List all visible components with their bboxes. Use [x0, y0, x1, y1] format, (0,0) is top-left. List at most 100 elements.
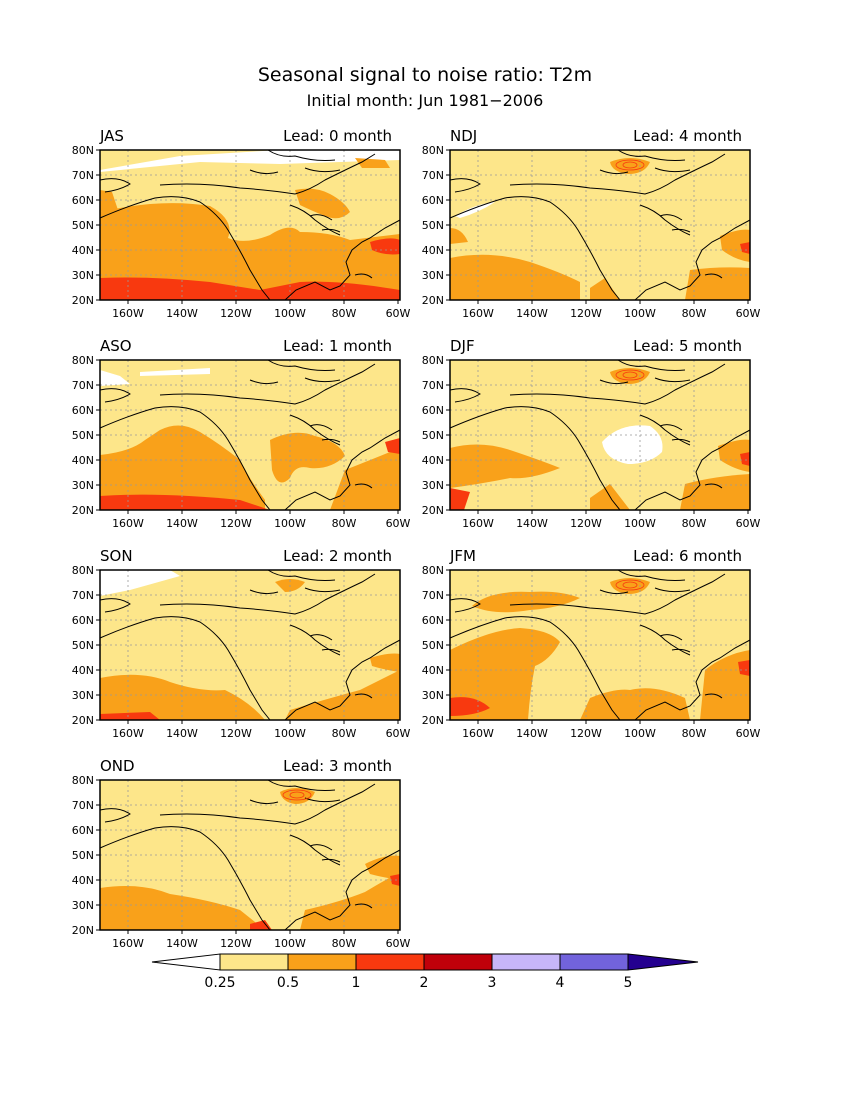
lat-label: 70N	[422, 589, 444, 602]
lon-label: 60W	[386, 727, 411, 740]
lon-label: 60W	[386, 517, 411, 530]
lon-label: 100W	[624, 307, 656, 320]
lon-labels: 160W 140W 120W 100W 80W 60W	[112, 727, 410, 740]
lat-label: 50N	[72, 429, 94, 442]
panel-season: DJF	[450, 337, 475, 355]
colorbar-label: 0.5	[277, 975, 299, 991]
colorbar: 0.25 0.5 1 2 3 4 5	[151, 953, 699, 991]
lat-label: 70N	[72, 169, 94, 182]
lat-label: 60N	[422, 194, 444, 207]
map-axes	[96, 779, 399, 934]
lon-label: 160W	[462, 517, 494, 530]
figure-title: Seasonal signal to noise ratio: T2m	[258, 64, 592, 86]
gridlines	[450, 360, 750, 510]
map-panel-jas: JAS Lead: 0 month	[72, 127, 411, 320]
lon-label: 100W	[274, 937, 306, 950]
colorbar-segment	[423, 953, 493, 971]
lat-label: 20N	[72, 924, 94, 937]
panel-lead: Lead: 0 month	[283, 127, 392, 145]
lon-label: 120W	[220, 517, 252, 530]
lat-labels: 80N 70N 60N 50N 40N 30N 20N	[422, 564, 444, 727]
map-panel-aso: ASO Lead: 1 month	[72, 337, 411, 530]
colorbar-segment	[287, 953, 357, 971]
lat-label: 50N	[422, 429, 444, 442]
lon-label: 120W	[220, 937, 252, 950]
map-panel-djf: DJF Lead: 5 month	[422, 337, 761, 530]
lon-label: 100W	[624, 727, 656, 740]
colorbar-segment	[627, 953, 699, 971]
lat-label: 20N	[72, 504, 94, 517]
lat-label: 70N	[422, 379, 444, 392]
gridlines	[100, 360, 400, 510]
coastlines	[99, 779, 401, 931]
colorbar-segment	[219, 953, 289, 971]
lat-labels: 80N 70N 60N 50N 40N 30N 20N	[422, 354, 444, 517]
panel-lead: Lead: 1 month	[283, 337, 392, 355]
lat-labels: 80N 70N 60N 50N 40N 30N 20N	[72, 564, 94, 727]
lat-label: 40N	[422, 454, 444, 467]
lat-label: 20N	[422, 714, 444, 727]
colorbar-segment	[151, 953, 221, 971]
map-axes	[96, 359, 399, 514]
coastlines	[449, 149, 751, 301]
gridlines	[100, 780, 400, 930]
lat-label: 70N	[422, 169, 444, 182]
lat-label: 40N	[72, 244, 94, 257]
lon-label: 100W	[274, 517, 306, 530]
lon-label: 80W	[682, 517, 707, 530]
lat-label: 80N	[422, 144, 444, 157]
lat-label: 60N	[72, 404, 94, 417]
lat-label: 50N	[422, 639, 444, 652]
gridlines	[450, 150, 750, 300]
lon-label: 160W	[112, 517, 144, 530]
lon-labels: 160W 140W 120W 100W 80W 60W	[112, 937, 410, 950]
lon-label: 140W	[516, 307, 548, 320]
lat-label: 20N	[422, 294, 444, 307]
lat-label: 60N	[72, 614, 94, 627]
lat-label: 60N	[72, 824, 94, 837]
lon-labels: 160W 140W 120W 100W 80W 60W	[462, 517, 760, 530]
lon-label: 60W	[736, 727, 761, 740]
lon-label: 120W	[220, 307, 252, 320]
lat-label: 70N	[72, 799, 94, 812]
lat-label: 20N	[72, 714, 94, 727]
colorbar-label: 3	[488, 975, 497, 991]
colorbar-label: 1	[352, 975, 361, 991]
colorbar-label: 5	[624, 975, 633, 991]
colorbar-segment	[559, 953, 629, 971]
lon-label: 60W	[736, 517, 761, 530]
lat-labels: 80N 70N 60N 50N 40N 30N 20N	[72, 354, 94, 517]
panel-season: SON	[100, 547, 133, 565]
lon-label: 120W	[570, 727, 602, 740]
colorbar-label: 2	[420, 975, 429, 991]
lon-label: 160W	[112, 307, 144, 320]
panel-season: JFM	[449, 547, 476, 565]
map-panel-son: SON Lead: 2 month	[72, 547, 411, 740]
lon-label: 160W	[462, 307, 494, 320]
ratio-contours	[615, 579, 645, 591]
lat-label: 30N	[72, 689, 94, 702]
coastlines	[99, 359, 401, 511]
lat-label: 80N	[422, 354, 444, 367]
coastlines	[99, 569, 401, 721]
ratio-contours	[615, 369, 645, 381]
lon-label: 120W	[220, 727, 252, 740]
lat-labels: 80N 70N 60N 50N 40N 30N 20N	[72, 774, 94, 937]
ratio-contours	[282, 789, 312, 801]
lat-label: 30N	[72, 269, 94, 282]
lon-label: 140W	[516, 517, 548, 530]
lon-label: 60W	[386, 937, 411, 950]
lon-labels: 160W 140W 120W 100W 80W 60W	[112, 307, 410, 320]
lat-label: 50N	[422, 219, 444, 232]
lat-label: 30N	[72, 479, 94, 492]
lat-label: 70N	[72, 379, 94, 392]
lat-label: 60N	[72, 194, 94, 207]
map-axes	[96, 569, 399, 724]
lat-label: 20N	[422, 504, 444, 517]
map-panel-ond: OND Lead: 3 month	[72, 757, 411, 950]
lat-label: 30N	[422, 689, 444, 702]
lat-label: 80N	[72, 564, 94, 577]
colorbar-label: 0.25	[204, 975, 235, 991]
gridlines	[100, 150, 400, 300]
gridlines	[100, 570, 400, 720]
